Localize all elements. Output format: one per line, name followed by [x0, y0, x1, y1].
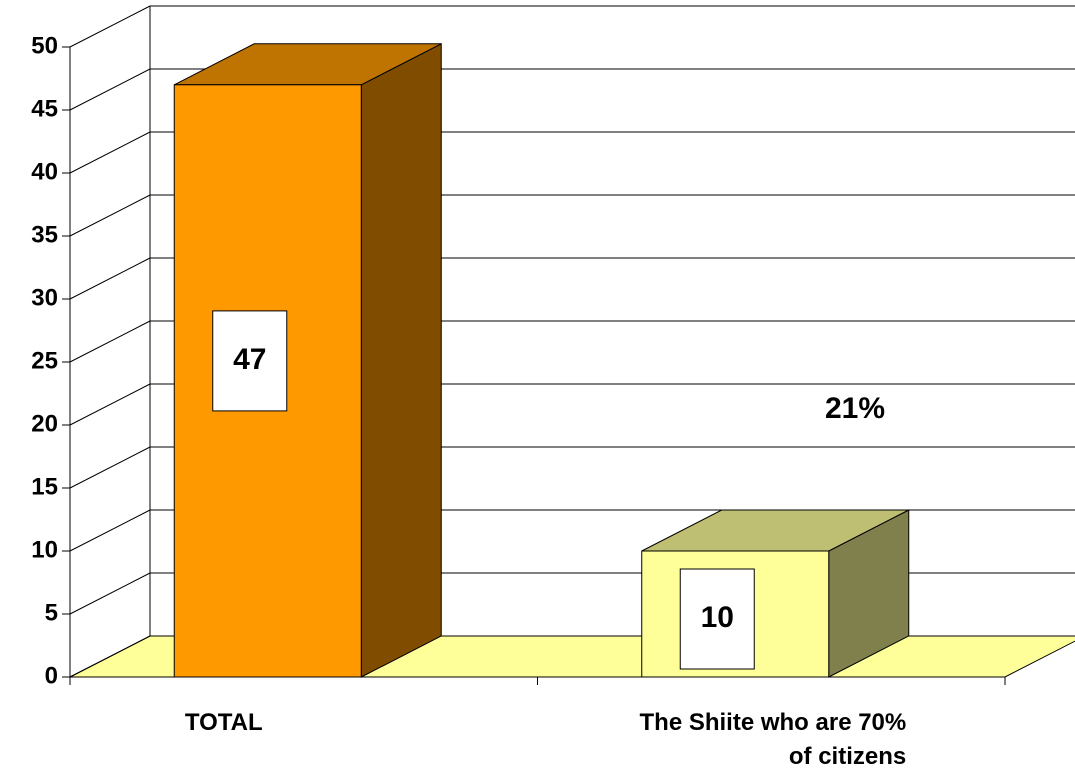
- y-tick-label: 0: [45, 662, 58, 689]
- value-label-box: [212, 310, 288, 412]
- y-tick-label: 35: [31, 221, 58, 248]
- grid-diagonal: [69, 257, 151, 300]
- y-tick-label: 25: [31, 347, 58, 374]
- y-tick-label: 15: [31, 473, 58, 500]
- grid-diagonal: [69, 194, 151, 237]
- value-label-box: [679, 568, 755, 670]
- grid-diagonal: [69, 68, 151, 111]
- grid-diagonal: [69, 572, 151, 615]
- x-tick-label: The Shiite who are 70% of citizens: [639, 709, 907, 770]
- value-label: 10: [701, 601, 734, 634]
- grid-diagonal: [69, 5, 151, 48]
- grid-diagonal: [69, 509, 151, 552]
- y-tick-label: 20: [31, 410, 58, 437]
- bar-side: [360, 42, 442, 678]
- value-label: 47: [233, 343, 266, 376]
- grid-diagonal: [69, 131, 151, 174]
- y-tick-label: 40: [31, 158, 58, 185]
- grid-diagonal: [69, 446, 151, 489]
- bar: [173, 42, 442, 678]
- grid-diagonal: [69, 635, 151, 678]
- grid-diagonal: [69, 383, 151, 426]
- y-tick-label: 5: [45, 599, 58, 626]
- y-tick-label: 45: [31, 95, 58, 122]
- plot: 0 5 10 15 20 25 30 35 40 45 50 47 10: [31, 5, 1075, 689]
- annotation: 21%: [825, 392, 885, 425]
- y-tick-label: 30: [31, 284, 58, 311]
- x-tick-label: TOTAL: [184, 709, 263, 736]
- y-tick-label: 50: [31, 32, 58, 59]
- grid-diagonal: [69, 320, 151, 363]
- y-tick-label: 10: [31, 536, 58, 563]
